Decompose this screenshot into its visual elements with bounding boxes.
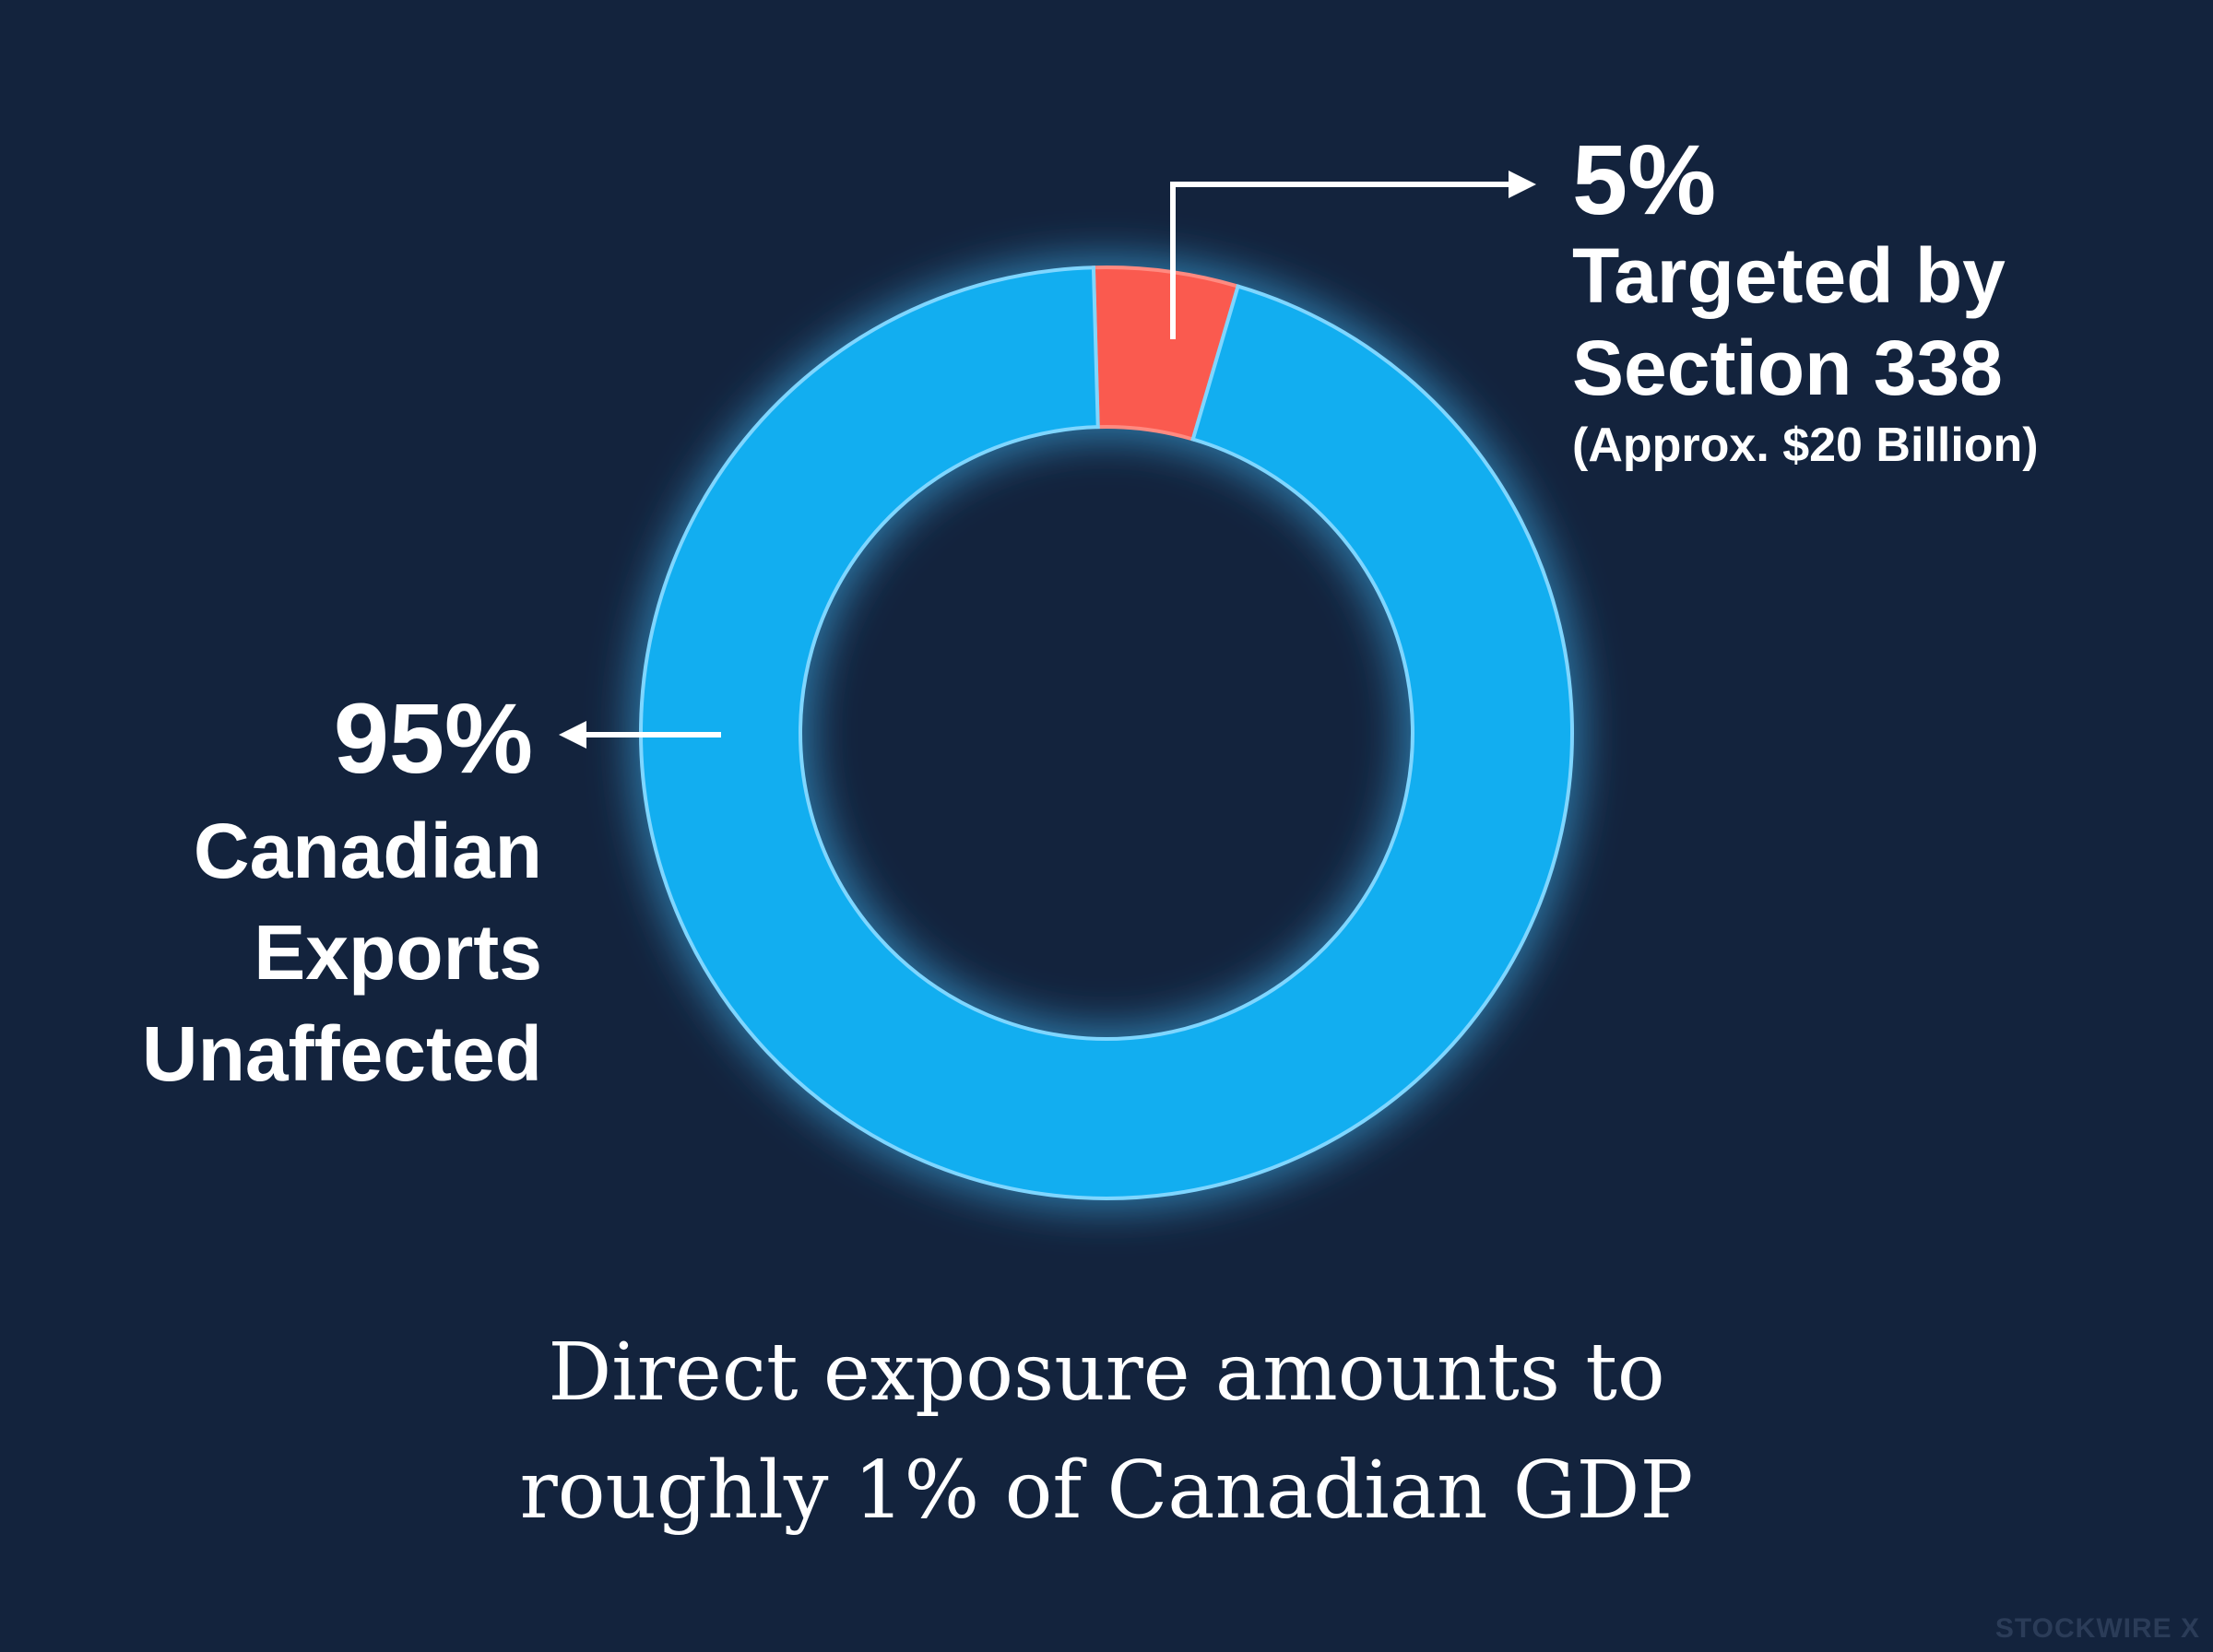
- slice-label-line-targeted: Targeted by: [1572, 232, 2006, 319]
- chart-caption: Direct exposure amounts to roughly 1% of…: [0, 1314, 2213, 1550]
- slice-label-percent-95: 95%: [334, 682, 533, 794]
- donut-slice-95: [639, 266, 1574, 1200]
- slice-label-line-section: Section 338: [1572, 324, 2003, 411]
- caption-line-2: roughly 1% of Canadian GDP: [519, 1445, 1694, 1537]
- callout-arrow-5: [1170, 171, 1536, 339]
- slice-label-line-unaffected: Unaffected: [142, 1010, 542, 1097]
- slice-label-line-exports: Exports: [254, 909, 542, 996]
- watermark-logo: STOCKWIRE X: [1994, 1613, 2200, 1644]
- donut-slices: [639, 266, 1574, 1200]
- slice-sub-label-approx: (Approx. $20 Billion): [1572, 419, 2039, 472]
- caption-line-1: Direct exposure amounts to: [548, 1327, 1665, 1419]
- slice-label-line-canadian: Canadian: [194, 808, 542, 894]
- slice-label-percent-5: 5%: [1572, 124, 1716, 235]
